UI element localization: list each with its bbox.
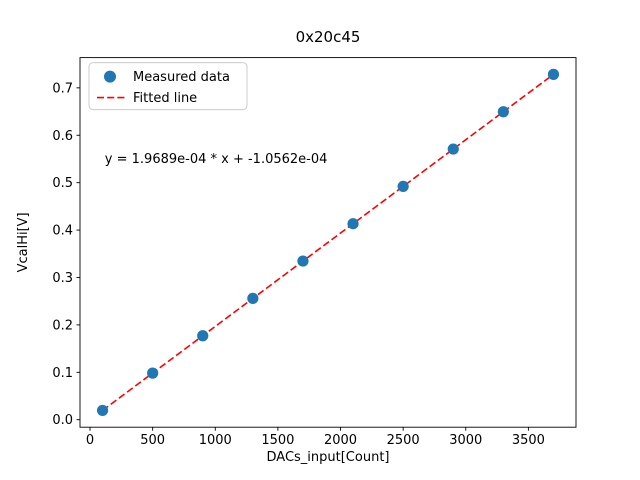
fit-equation-annotation: y = 1.9689e-04 * x + -1.0562e-04 xyxy=(105,152,328,167)
x-tick-label: 2500 xyxy=(387,433,420,448)
legend-label: Fitted line xyxy=(133,91,197,106)
x-tick-label: 1000 xyxy=(199,433,232,448)
y-tick-label: 0.0 xyxy=(52,413,73,428)
data-point xyxy=(447,143,459,155)
chart-title: 0x20c45 xyxy=(296,28,361,46)
data-point xyxy=(247,292,259,304)
data-point xyxy=(497,106,509,118)
x-axis-label: DACs_input[Count] xyxy=(267,450,390,465)
x-tick-label: 2000 xyxy=(324,433,357,448)
x-tick-label: 500 xyxy=(140,433,165,448)
y-tick-label: 0.6 xyxy=(52,129,73,144)
data-point xyxy=(197,330,209,342)
legend-marker-dot xyxy=(104,70,116,83)
y-axis-label: VcalHi[V] xyxy=(16,212,31,272)
x-tick-label: 3500 xyxy=(512,433,545,448)
y-tick-label: 0.1 xyxy=(52,366,73,381)
data-point xyxy=(397,180,409,193)
fitted-line xyxy=(102,73,554,412)
x-tick-label: 3000 xyxy=(449,433,482,448)
y-tick-label: 0.5 xyxy=(52,176,73,191)
y-tick-label: 0.4 xyxy=(52,224,73,239)
y-tick-label: 0.7 xyxy=(52,81,73,96)
x-tick-label: 0 xyxy=(86,433,94,448)
data-point xyxy=(147,367,159,379)
data-point xyxy=(297,255,309,267)
data-point xyxy=(347,218,359,230)
data-point xyxy=(547,68,560,80)
data-point xyxy=(96,404,109,417)
legend-label: Measured data xyxy=(133,70,230,85)
legend-box xyxy=(88,62,248,111)
y-tick-label: 0.2 xyxy=(52,318,73,333)
y-tick-label: 0.3 xyxy=(52,271,73,286)
x-tick-label: 1500 xyxy=(261,433,294,448)
